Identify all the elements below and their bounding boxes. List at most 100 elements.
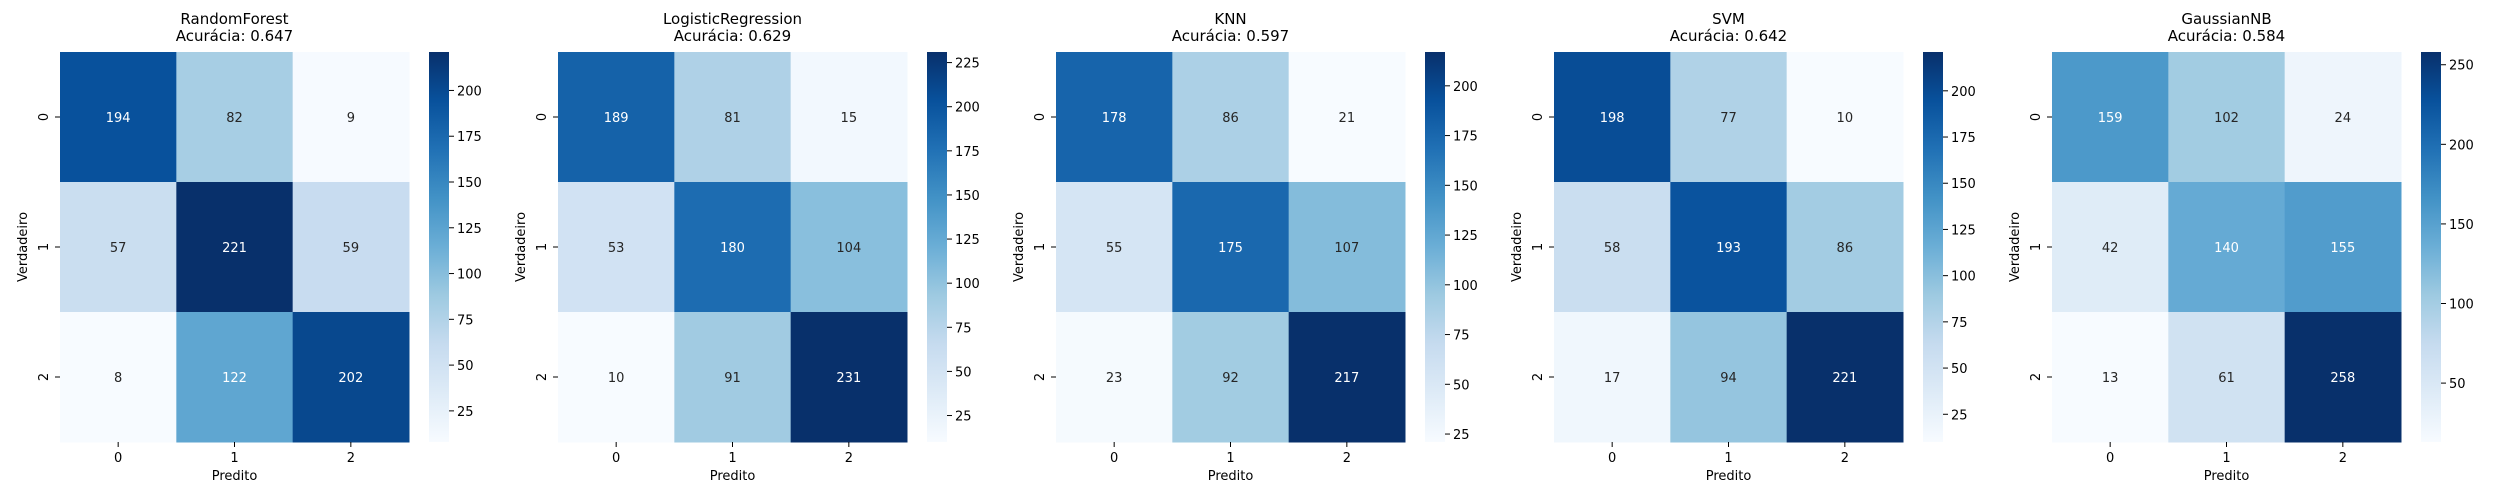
heatmap-cell — [558, 182, 675, 313]
heatmap-cell — [674, 312, 792, 443]
heatmap-cell — [2052, 52, 2169, 183]
cell-value-label: 189 — [604, 111, 629, 126]
cell-value-label: 175 — [1218, 241, 1243, 256]
panel-title: SVM — [1712, 10, 1745, 28]
colorbar-tick-label: 75 — [1951, 316, 1968, 331]
y-tick-label: 1 — [535, 243, 550, 251]
cell-value-label: 77 — [1720, 111, 1737, 126]
y-tick-label: 2 — [37, 373, 52, 381]
y-axis-label: Verdadeiro — [1012, 212, 1027, 282]
cell-value-label: 107 — [1334, 241, 1359, 256]
x-tick-label: 1 — [728, 451, 736, 466]
panel-subtitle: Acurácia: 0.597 — [1172, 27, 1289, 45]
cell-value-label: 61 — [2218, 371, 2235, 386]
cell-value-label: 194 — [106, 111, 131, 126]
heatmap-cell — [790, 312, 908, 443]
y-axis-label: Verdadeiro — [16, 212, 31, 282]
colorbar-tick-label: 75 — [955, 321, 972, 336]
colorbar-tick-label: 25 — [457, 405, 474, 420]
heatmap-cell — [1288, 52, 1406, 183]
panel-title: GaussianNB — [2181, 10, 2271, 28]
cell-value-label: 82 — [226, 111, 243, 126]
heatmap-cell — [60, 52, 177, 183]
cell-value-label: 102 — [2214, 111, 2239, 126]
colorbar-tick-label: 150 — [457, 176, 482, 191]
colorbar — [1923, 52, 1943, 442]
heatmap-cell — [2284, 52, 2402, 183]
heatmap-cell — [2168, 52, 2286, 183]
colorbar-tick-label: 175 — [1951, 131, 1976, 146]
colorbar-tick-label: 150 — [2449, 218, 2474, 233]
heatmap-cell — [1056, 52, 1173, 183]
heatmap-cell — [1554, 312, 1671, 443]
colorbar — [1425, 52, 1445, 442]
cell-value-label: 86 — [1222, 111, 1239, 126]
y-tick-label: 1 — [1531, 243, 1546, 251]
heatmap-cell — [60, 312, 177, 443]
cell-value-label: 55 — [1106, 241, 1123, 256]
colorbar-tick-label: 50 — [1453, 378, 1470, 393]
colorbar-tick-label: 225 — [955, 57, 980, 72]
heatmap-cell — [60, 182, 177, 313]
cell-value-label: 193 — [1716, 241, 1741, 256]
colorbar-tick-label: 175 — [457, 130, 482, 145]
x-tick-label: 0 — [612, 451, 620, 466]
cell-value-label: 10 — [608, 371, 625, 386]
cell-value-label: 198 — [1600, 111, 1625, 126]
panel-subtitle: Acurácia: 0.629 — [674, 27, 791, 45]
heatmap-cell — [1786, 52, 1904, 183]
colorbar-tick-label: 50 — [1951, 362, 1968, 377]
heatmap-cell — [558, 312, 675, 443]
cell-value-label: 217 — [1334, 371, 1359, 386]
heatmap-cell — [176, 312, 294, 443]
heatmap-cell — [1288, 312, 1406, 443]
cell-value-label: 122 — [222, 371, 247, 386]
colorbar-tick-label: 125 — [1951, 223, 1976, 238]
panel-title: KNN — [1214, 10, 1246, 28]
cell-value-label: 13 — [2102, 371, 2119, 386]
x-tick-label: 1 — [2222, 451, 2230, 466]
colorbar-tick-label: 200 — [955, 101, 980, 116]
panel-subtitle: Acurácia: 0.584 — [2168, 27, 2285, 45]
x-tick-label: 1 — [230, 451, 238, 466]
heatmap-cell — [292, 312, 410, 443]
cell-value-label: 24 — [2335, 111, 2352, 126]
colorbar-tick-label: 50 — [2449, 377, 2466, 392]
cell-value-label: 15 — [841, 111, 858, 126]
colorbar-tick-label: 125 — [955, 233, 980, 248]
cell-value-label: 231 — [836, 371, 861, 386]
y-axis-label: Verdadeiro — [1510, 212, 1525, 282]
heatmap-cell — [176, 52, 294, 183]
heatmap-cell — [1670, 182, 1788, 313]
x-axis-label: Predito — [1208, 469, 1254, 484]
heatmap-cell — [674, 182, 792, 313]
y-tick-label: 2 — [1531, 373, 1546, 381]
cell-value-label: 42 — [2102, 241, 2119, 256]
y-tick-label: 2 — [2029, 373, 2044, 381]
colorbar-tick-label: 100 — [457, 268, 482, 283]
y-tick-label: 2 — [535, 373, 550, 381]
y-tick-label: 0 — [2029, 113, 2044, 121]
colorbar-tick-label: 100 — [955, 277, 980, 292]
x-tick-label: 0 — [2106, 451, 2114, 466]
colorbar-tick-label: 150 — [1951, 177, 1976, 192]
cell-value-label: 221 — [1832, 371, 1857, 386]
cell-value-label: 10 — [1837, 111, 1854, 126]
colorbar-tick-label: 25 — [1453, 428, 1470, 443]
cell-value-label: 155 — [2330, 241, 2355, 256]
cell-value-label: 58 — [1604, 241, 1621, 256]
panel-title: LogisticRegression — [663, 10, 802, 28]
colorbar-tick-label: 50 — [955, 365, 972, 380]
x-tick-label: 0 — [114, 451, 122, 466]
colorbar-tick-label: 100 — [2449, 298, 2474, 313]
cell-value-label: 202 — [338, 371, 363, 386]
cell-value-label: 180 — [720, 241, 745, 256]
heatmap-cell — [1172, 182, 1290, 313]
x-tick-label: 2 — [1343, 451, 1351, 466]
heatmap-cell — [558, 52, 675, 183]
colorbar-tick-label: 125 — [457, 222, 482, 237]
y-axis-label: Verdadeiro — [514, 212, 529, 282]
cell-value-label: 59 — [343, 241, 360, 256]
